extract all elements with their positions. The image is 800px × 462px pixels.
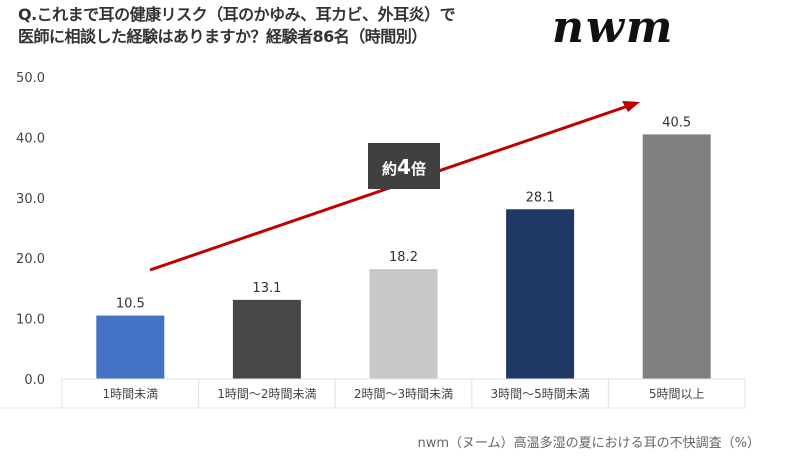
chart-title: Q.これまで耳の健康リスク（耳のかゆみ、耳カビ、外耳炎）で 医師に相談した経験は… [18, 4, 456, 48]
y-tick-label: 10.0 [16, 313, 45, 328]
bar [642, 134, 711, 379]
y-tick-label: 0.0 [24, 373, 45, 388]
annotation-box [368, 143, 440, 189]
title-line-1: Q.これまで耳の健康リスク（耳のかゆみ、耳カビ、外耳炎）で [18, 5, 456, 24]
nwm-logo: nwm [552, 2, 675, 53]
data-label: 28.1 [526, 190, 555, 205]
x-tick-label: 1時間～2時間未満 [217, 387, 316, 401]
x-tick-label: 5時間以上 [649, 387, 705, 401]
x-tick-label: 2時間～3時間未満 [354, 387, 453, 401]
y-tick-label: 50.0 [16, 71, 45, 86]
x-tick-label: 3時間～5時間未満 [490, 387, 589, 401]
y-tick-label: 20.0 [16, 252, 45, 267]
bar [96, 315, 165, 379]
bar [369, 269, 438, 379]
source-note: nwm（ヌーム）高温多湿の夏における耳の不快調査（%） [417, 436, 761, 451]
y-tick-label: 30.0 [16, 192, 45, 207]
bar [232, 299, 301, 379]
arrow-head-icon [622, 101, 640, 112]
data-label: 40.5 [662, 115, 691, 130]
data-label: 18.2 [389, 250, 418, 265]
annotation-label: 約4倍 [382, 155, 426, 179]
data-label: 13.1 [252, 281, 281, 296]
y-tick-label: 40.0 [16, 131, 45, 146]
title-line-2: 医師に相談した経験はありますか？経験者86名（時間別） [18, 27, 427, 46]
x-tick-label: 1時間未満 [102, 387, 158, 401]
data-label: 10.5 [116, 297, 145, 312]
bar [506, 209, 575, 379]
